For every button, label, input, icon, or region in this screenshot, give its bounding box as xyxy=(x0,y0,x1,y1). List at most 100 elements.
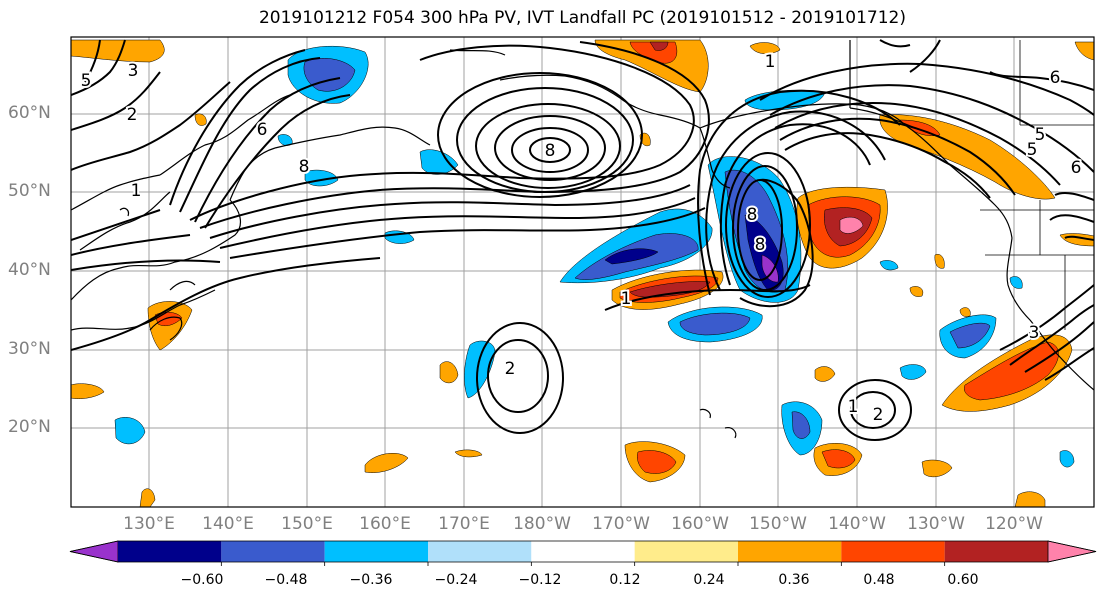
pos-anomaly xyxy=(749,42,781,54)
lon-label: 170°E xyxy=(438,514,490,534)
colorbar-tick-label: 0.60 xyxy=(947,572,979,588)
pos-anomaly xyxy=(1014,491,1046,507)
lon-label: 150°E xyxy=(281,514,333,534)
lat-label: 30°N xyxy=(8,339,51,359)
neg-anomaly xyxy=(114,417,146,445)
colorbar-bin xyxy=(221,541,325,562)
lat-label: 40°N xyxy=(8,260,51,280)
colorbar-tick-label: −0.12 xyxy=(518,572,562,588)
lon-label: 140°E xyxy=(202,514,254,534)
lon-label: 120°W xyxy=(985,514,1043,534)
lon-label: 180°W xyxy=(513,514,571,534)
lon-label: 130°W xyxy=(907,514,965,534)
neg-anomaly xyxy=(879,260,899,271)
colorbar-bin xyxy=(428,541,532,562)
contour-label: 2 xyxy=(127,105,138,125)
pos-anomaly xyxy=(821,449,856,469)
contour-label: 5 xyxy=(81,71,92,91)
contour-label: 8 xyxy=(299,157,310,177)
colorbar-tick-label: 0.12 xyxy=(609,572,641,588)
colorbar-extend-max xyxy=(1047,540,1097,563)
contour-label: 8 xyxy=(755,235,766,255)
lon-label: 130°E xyxy=(123,514,175,534)
contour-label: 1 xyxy=(621,289,632,309)
pos-anomaly xyxy=(71,39,165,63)
colorbar-bin xyxy=(738,541,842,562)
contour-label: 3 xyxy=(128,61,139,81)
contour-label: 6 xyxy=(1071,158,1082,178)
neg-anomaly xyxy=(791,411,811,439)
colorbar-tick-label: 0.36 xyxy=(778,572,810,588)
colorbar-tick-label: 0.48 xyxy=(863,572,895,588)
colorbar-tick-label: −0.36 xyxy=(349,572,393,588)
coastlines xyxy=(71,40,1094,439)
pos-anomaly xyxy=(439,361,459,384)
contour-label: 2 xyxy=(873,405,884,425)
colorbar-outline xyxy=(69,540,1097,563)
pos-anomaly xyxy=(934,254,945,269)
lon-label: 170°W xyxy=(592,514,650,534)
pos-anomaly xyxy=(964,341,1059,401)
pos-anomaly xyxy=(814,366,836,382)
neg-anomaly xyxy=(679,312,751,336)
lat-label: 20°N xyxy=(8,417,51,437)
contour-label: 5 xyxy=(1035,125,1046,145)
colorbar-bin xyxy=(118,541,222,562)
pos-anomaly xyxy=(839,216,864,234)
lon-label: 150°W xyxy=(749,514,807,534)
lon-label: 140°W xyxy=(828,514,886,534)
lon-label: 160°E xyxy=(359,514,411,534)
pos-anomaly xyxy=(194,113,207,126)
map-title: 2019101212 F054 300 hPa PV, IVT Landfall… xyxy=(258,8,906,28)
contour-label: 1 xyxy=(848,397,859,417)
neg-anomaly xyxy=(1009,276,1023,289)
pos-anomaly xyxy=(139,488,156,507)
colorbar-tick-label: −0.48 xyxy=(264,572,308,588)
pos-anomaly xyxy=(921,459,953,478)
pos-anomaly xyxy=(364,453,409,473)
colorbar-bin xyxy=(324,541,428,562)
pos-anomaly xyxy=(454,449,483,458)
neg-anomaly xyxy=(949,322,991,349)
contours xyxy=(71,39,1094,441)
neg-anomaly xyxy=(761,254,779,283)
neg-anomaly xyxy=(1059,450,1075,468)
pos-anomaly xyxy=(959,307,971,317)
gridlines xyxy=(71,37,1094,507)
contour-label: 5 xyxy=(1027,140,1038,160)
pos-anomaly xyxy=(649,41,669,51)
colorbar-bin xyxy=(531,541,635,562)
pos-anomaly xyxy=(1074,41,1094,61)
lat-label: 60°N xyxy=(8,103,51,123)
contour-label: 6 xyxy=(257,120,268,140)
neg-anomaly xyxy=(419,149,459,175)
contour-labels: 8 8 8 8 6 6 6 5 5 5 3 3 2 2 2 1 1 1 1 xyxy=(79,50,1084,427)
map-frame xyxy=(70,36,1095,508)
contour-label: 2 xyxy=(505,359,516,379)
colorbar-tick-label: −0.24 xyxy=(434,572,478,588)
pos-anomaly xyxy=(909,286,924,297)
pos-anomaly xyxy=(71,383,105,399)
contour-label: 1 xyxy=(131,181,142,201)
colorbar-bin xyxy=(944,541,1048,562)
lat-label: 50°N xyxy=(8,181,51,201)
contour-label: 8 xyxy=(747,205,758,225)
colorbar-bin xyxy=(634,541,738,562)
colorbar-tick-label: 0.24 xyxy=(693,572,725,588)
contour-label: 8 xyxy=(545,141,556,161)
lon-label: 160°W xyxy=(671,514,729,534)
contour-label: 3 xyxy=(1029,323,1040,343)
colorbar-bin xyxy=(841,541,945,562)
pos-anomaly xyxy=(594,39,709,93)
colorbar xyxy=(69,540,1097,566)
contour-label: 6 xyxy=(1050,68,1061,88)
neg-anomaly xyxy=(464,340,496,399)
neg-anomaly xyxy=(899,364,927,380)
pv-shading xyxy=(71,39,1094,507)
neg-anomaly xyxy=(604,248,659,265)
colorbar-tick-label: −0.60 xyxy=(180,572,224,588)
contour-label: 1 xyxy=(765,52,776,72)
pos-anomaly xyxy=(637,450,677,474)
colorbar-extend-min xyxy=(69,540,119,563)
